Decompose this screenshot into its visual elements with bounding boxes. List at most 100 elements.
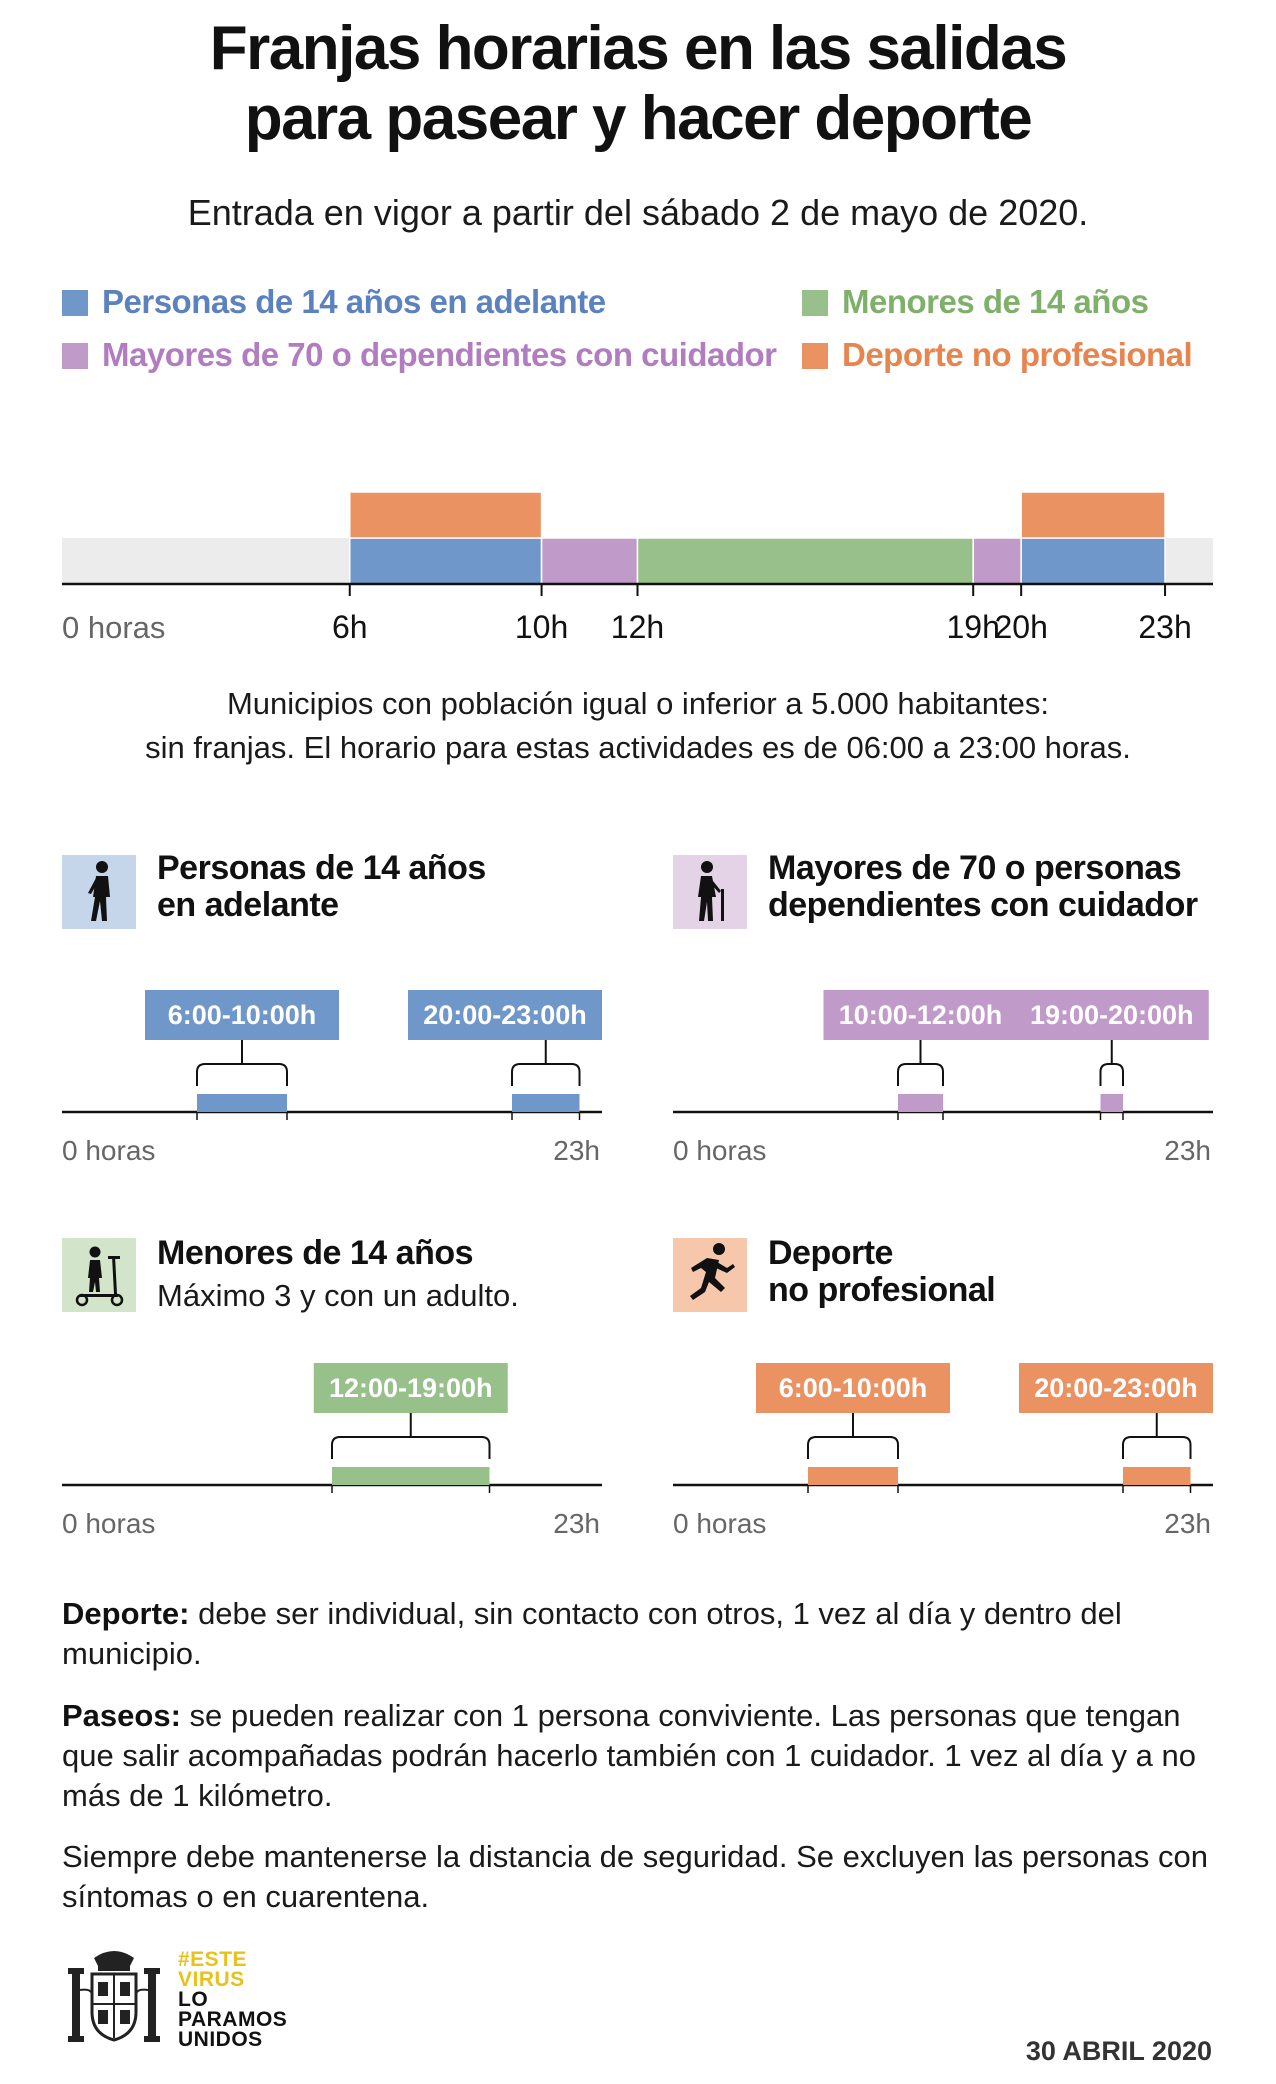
panel-bracket [807, 1436, 899, 1459]
paragraph-seguridad: Siempre debe mantenerse la distancia de … [62, 1839, 1208, 1914]
coat-of-arms-logo [68, 1951, 160, 2042]
panel-title-line-2: en adelante [157, 886, 339, 924]
panel-chart-adultos: 6:00-10:00h 20:00-23:00h 0 horas 23h [62, 990, 602, 1166]
panel-time-label: 12:00-19:00h [329, 1373, 493, 1403]
panel-time-pill [756, 1363, 950, 1413]
slogan-line-5: UNIDOS [178, 2028, 263, 2051]
child-on-scooter-icon [62, 1238, 136, 1312]
panel-time-pill [408, 990, 602, 1040]
legend-item-menores: Menores de 14 años [802, 283, 1149, 321]
panel-title-line-2: dependientes con cuidador [768, 886, 1198, 924]
panel-title-line-1: Personas de 14 años [157, 849, 486, 887]
note-line-1: Municipios con población igual o inferio… [226, 686, 1050, 721]
legend-swatch-deporte [802, 343, 828, 369]
note-line-2: sin franjas. El horario para estas activ… [145, 730, 1131, 765]
panel-title-adultos: Personas de 14 años en adelante [157, 850, 486, 924]
timeline-tick-label: 23h [1138, 609, 1191, 645]
panel-title-line-2: no profesional [768, 1271, 996, 1309]
paragraph-deporte-label: Deporte: [62, 1596, 190, 1631]
slogan-line-2: VIRUS [178, 1968, 245, 1991]
panel-axis-end-label: 23h [1164, 1135, 1211, 1166]
timeline-bar-deporte [1020, 491, 1166, 539]
panel-bar-mayores [898, 1094, 943, 1112]
title-line-1: Franjas horarias en las salidas [209, 14, 1068, 83]
panel-bar-adultos [197, 1094, 287, 1112]
panel-axis-start-label: 0 horas [62, 1508, 155, 1539]
panel-bracket [196, 1063, 288, 1086]
panel-bar-deporte [1123, 1467, 1191, 1485]
timeline-tick-label: 12h [611, 609, 664, 645]
legend-swatch-menores [802, 290, 828, 316]
panel-axis-start-label: 0 horas [673, 1135, 766, 1166]
panel-bar-menores [332, 1467, 490, 1485]
timeline-tick-label: 6h [332, 609, 368, 645]
panel-axis-end-label: 23h [553, 1135, 600, 1166]
paragraph-deporte: Deporte: debe ser individual, sin contac… [62, 1594, 1222, 1674]
panel-bracket [1099, 1063, 1124, 1086]
timeline-bar-deporte [349, 491, 543, 539]
slogan-line-1: #ESTE [178, 1948, 248, 1971]
timeline-tick-label: 0 horas [62, 610, 165, 645]
panel-title-line-1: Mayores de 70 o personas [768, 849, 1182, 887]
legend-swatch-adultos [62, 290, 88, 316]
paragraph-paseos: Paseos: se pueden realizar con 1 persona… [62, 1696, 1222, 1816]
panel-bracket [331, 1436, 491, 1459]
panel-subtitle-menores: Máximo 3 y con un adulto. [157, 1278, 519, 1313]
panel-time-label: 6:00-10:00h [168, 1000, 317, 1030]
panel-time-label: 20:00-23:00h [423, 1000, 587, 1030]
title-line-2: para pasear y hacer deporte [244, 84, 1033, 153]
panel-time-pill [1014, 990, 1209, 1040]
panel-bar-adultos [512, 1094, 580, 1112]
timeline-bar-adultos [349, 537, 543, 585]
timeline-bar-mayores [972, 537, 1022, 585]
panel-time-pill [823, 990, 1018, 1040]
paragraph-paseos-label: Paseos: [62, 1698, 181, 1733]
timeline-tick-label: 10h [515, 609, 568, 645]
panel-title-deporte: Deporte no profesional [768, 1234, 996, 1309]
runner-icon [673, 1238, 747, 1312]
walking-person-icon [62, 855, 136, 929]
slogan-line-3: LO [178, 1988, 209, 2011]
panel-bracket [511, 1063, 581, 1086]
panel-chart-mayores: 10:00-12:00h 19:00-20:00h 0 horas 23h [673, 990, 1213, 1166]
panel-axis-start-label: 0 horas [673, 1508, 766, 1539]
panel-time-pill [1019, 1363, 1213, 1413]
legend-item-deporte: Deporte no profesional [802, 336, 1193, 374]
panel-time-label: 20:00-23:00h [1034, 1373, 1198, 1403]
timeline-bar-menores [636, 537, 974, 585]
page-title: Franjas horarias en las salidas para pas… [0, 14, 1276, 154]
panel-axis-end-label: 23h [553, 1508, 600, 1539]
timeline-bar-mayores [540, 537, 639, 585]
panel-bar-deporte [808, 1467, 898, 1485]
panel-axis-end-label: 23h [1164, 1508, 1211, 1539]
legend-item-adultos: Personas de 14 años en adelante [62, 283, 606, 321]
panel-bar-mayores [1100, 1094, 1123, 1112]
panel-time-label: 10:00-12:00h [839, 1000, 1003, 1030]
panel-time-pill [145, 990, 339, 1040]
legend-item-mayores: Mayores de 70 o dependientes con cuidado… [62, 336, 777, 374]
slogan-logo: #ESTE VIRUS LO PARAMOS UNIDOS [178, 1948, 288, 2051]
panel-time-label: 6:00-10:00h [779, 1373, 928, 1403]
panel-chart-menores: 12:00-19:00h 0 horas 23h [62, 1363, 602, 1539]
legend-label-menores: Menores de 14 años [842, 283, 1149, 320]
slogan-line-4: PARAMOS [178, 2008, 288, 2031]
timeline-bar-adultos [1020, 537, 1166, 585]
legend-label-mayores: Mayores de 70 o dependientes con cuidado… [102, 336, 777, 373]
panel-title-line-1: Deporte [768, 1234, 893, 1272]
legend-swatch-mayores [62, 343, 88, 369]
panel-time-pill [313, 1363, 508, 1413]
panel-bracket [1122, 1436, 1192, 1459]
timeline-tick-label: 19h [947, 609, 1000, 645]
panel-axis-start-label: 0 horas [62, 1135, 155, 1166]
paragraph-deporte-text: debe ser individual, sin contacto con ot… [62, 1596, 1122, 1671]
legend-label-deporte: Deporte no profesional [842, 336, 1193, 373]
panel-chart-deporte: 6:00-10:00h 20:00-23:00h 0 horas 23h [673, 1363, 1213, 1539]
legend-label-adultos: Personas de 14 años en adelante [102, 283, 606, 320]
paragraph-paseos-text: se pueden realizar con 1 persona convivi… [62, 1698, 1196, 1813]
panel-time-label: 19:00-20:00h [1030, 1000, 1194, 1030]
panel-bracket [897, 1063, 944, 1086]
municipios-note: Municipios con población igual o inferio… [0, 682, 1276, 770]
elderly-with-cane-icon [673, 855, 747, 929]
page-subtitle: Entrada en vigor a partir del sábado 2 d… [187, 192, 1089, 233]
